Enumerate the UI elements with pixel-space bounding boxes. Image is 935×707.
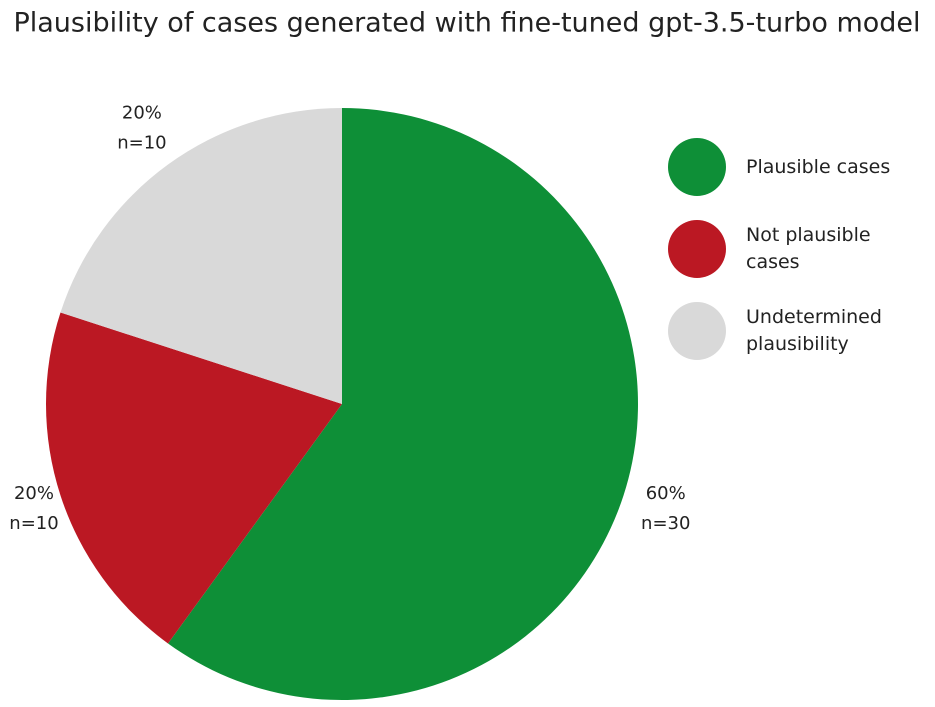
legend-item: Plausible cases — [668, 138, 916, 196]
legend-item: Undetermined plausibility — [668, 302, 916, 360]
chart-title: Plausibility of cases generated with fin… — [13, 8, 920, 39]
pie-slice — [46, 312, 342, 644]
legend-label: Not plausible cases — [746, 224, 871, 273]
legend-swatch — [668, 220, 726, 278]
legend-swatch — [668, 138, 726, 196]
legend-item: Not plausible cases — [668, 220, 916, 278]
value-label: 20% — [122, 103, 162, 124]
value-label: 20% — [14, 483, 54, 504]
count-label: n=30 — [641, 513, 690, 534]
legend-label: Plausible cases — [746, 155, 891, 178]
legend-swatch — [668, 302, 726, 360]
pie-slice — [168, 108, 638, 700]
count-label: n=10 — [117, 133, 166, 154]
value-label: 60% — [646, 483, 686, 504]
legend-label: Undetermined plausibility — [746, 306, 882, 355]
pie-slice — [60, 108, 342, 404]
count-label: n=10 — [9, 513, 58, 534]
